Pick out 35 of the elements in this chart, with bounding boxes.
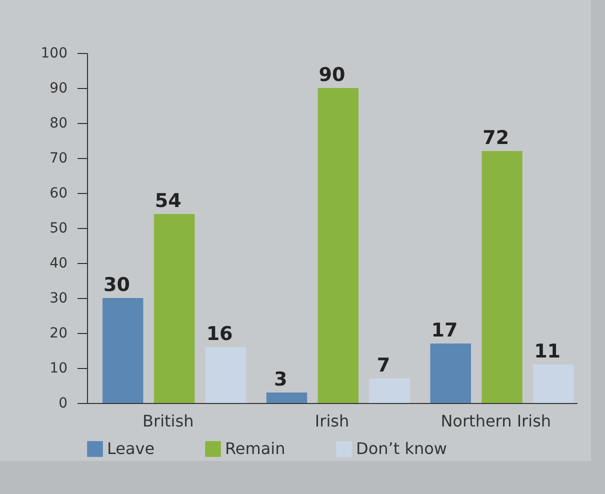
data-label: 16 [206, 323, 233, 345]
y-tick-label: 80 [50, 116, 68, 132]
data-label: 90 [318, 64, 346, 86]
y-tick-label: 50 [50, 220, 68, 236]
y-tick-label: 100 [40, 46, 68, 62]
bar [102, 298, 144, 403]
y-tick-label: 0 [58, 396, 68, 412]
bar [205, 347, 246, 403]
data-label: 72 [482, 127, 510, 149]
data-label: 17 [431, 320, 458, 342]
legend-label: Leave [107, 439, 155, 458]
y-tick-label: 10 [50, 360, 68, 376]
x-tick-label: Northern Irish [440, 412, 552, 430]
bar [266, 392, 308, 403]
x-tick-label: British [142, 412, 194, 430]
bar [482, 151, 522, 403]
bar [430, 344, 471, 403]
y-tick-label: 60 [50, 186, 68, 202]
bar [369, 378, 410, 403]
bar [318, 88, 359, 403]
y-tick-label: 70 [50, 150, 68, 166]
x-tick-label: Irish [314, 412, 350, 430]
bar [533, 364, 574, 403]
y-tick-label: 90 [50, 80, 68, 96]
bar [154, 214, 195, 403]
y-tick-label: 40 [50, 256, 68, 272]
legend-label: Don’t know [356, 439, 447, 458]
y-tick-label: 30 [50, 290, 68, 306]
data-label: 30 [103, 274, 130, 296]
data-label: 3 [274, 368, 288, 390]
data-label: 7 [376, 354, 390, 376]
data-label: 54 [154, 190, 182, 212]
legend-label: Remain [225, 439, 286, 458]
data-label: 11 [534, 340, 561, 362]
y-tick-label: 20 [50, 326, 68, 342]
